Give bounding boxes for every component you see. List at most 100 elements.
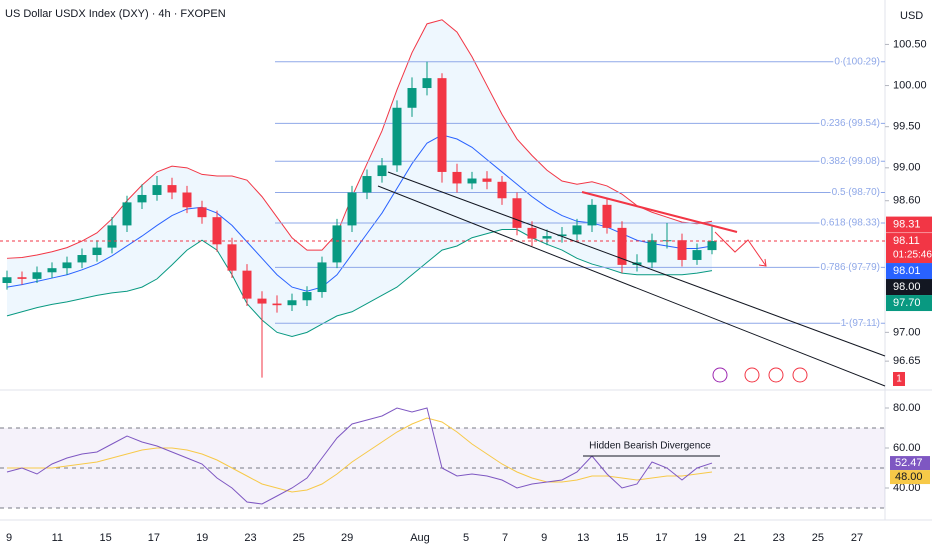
y-tick-label: 60.00 xyxy=(893,442,921,454)
candle-body xyxy=(602,204,612,228)
candle-body xyxy=(32,272,42,279)
candle-body xyxy=(152,185,162,195)
rsi-badge xyxy=(890,456,930,471)
candle-body xyxy=(452,171,462,184)
y-tick-label: 100.00 xyxy=(893,79,927,91)
event-icon[interactable] xyxy=(744,367,760,383)
candle-body xyxy=(137,194,147,203)
candle-body xyxy=(182,192,192,208)
event-icon[interactable] xyxy=(792,367,808,383)
x-tick-label: Aug xyxy=(410,532,430,544)
price-badge-label: 98.00 xyxy=(893,281,921,293)
fib-label: 0.382 (99.08) xyxy=(821,156,881,167)
fib-label: 0.236 (99.54) xyxy=(821,118,881,129)
candle-body xyxy=(242,270,252,299)
price-badge-label: 98.31 xyxy=(893,218,921,230)
x-tick-label: 23 xyxy=(773,532,785,544)
event-badge: 1 xyxy=(896,374,902,385)
plot: 100.50 100.00 99.50 99.00 98.60 97.00 96.65 0 (… xyxy=(0,19,932,544)
currency-label: USD xyxy=(900,10,923,22)
candle-body xyxy=(497,181,507,199)
candle-body xyxy=(572,225,582,235)
x-tick-label: 9 xyxy=(541,532,547,544)
candle-body xyxy=(677,240,687,260)
candle-body xyxy=(197,207,207,218)
rsi-badge-label: 52.47 xyxy=(895,457,923,469)
candle-body xyxy=(482,178,492,182)
annotation: Hidden Bearish Divergence xyxy=(589,441,711,452)
candle-body xyxy=(527,227,537,239)
event-badge-bg xyxy=(893,372,905,386)
y-tick-label: 99.00 xyxy=(893,162,921,174)
x-tick-label: 25 xyxy=(293,532,305,544)
price-badge-label: 98.01 xyxy=(893,265,921,277)
candle-body xyxy=(2,277,12,283)
candle-body xyxy=(377,165,387,177)
x-tick-label: 17 xyxy=(148,532,160,544)
x-tick-label: 19 xyxy=(196,532,208,544)
candle-body xyxy=(542,236,552,239)
y-tick-label: 40.00 xyxy=(893,482,921,494)
candle-body xyxy=(212,217,222,245)
x-tick-label: 15 xyxy=(99,532,111,544)
event-icons xyxy=(712,367,808,383)
candle-body xyxy=(302,292,312,301)
candle-body xyxy=(47,268,57,273)
x-tick-label: 11 xyxy=(52,532,63,544)
x-tick-label: 21 xyxy=(734,532,746,544)
candle-body xyxy=(332,225,342,263)
candle-body xyxy=(422,78,432,89)
price-badge xyxy=(886,295,932,312)
candle-body xyxy=(617,227,627,265)
y-tick-label: 99.50 xyxy=(893,121,921,133)
fib-label: 0 (100.29) xyxy=(834,56,880,67)
candle-body xyxy=(317,262,327,293)
candle-body xyxy=(287,300,297,306)
y-tick-label: 98.60 xyxy=(893,195,921,207)
x-tick-label: 17 xyxy=(655,532,667,544)
price-badge-label: 98.11 xyxy=(893,235,920,247)
candle-body xyxy=(467,178,477,184)
y-tick-label: 80.00 xyxy=(893,402,921,414)
candle-body xyxy=(122,202,132,226)
x-tick-label: 29 xyxy=(341,532,353,544)
x-tick-label: 7 xyxy=(502,532,508,544)
y-tick-label: 100.50 xyxy=(893,38,927,50)
band-lower xyxy=(6,229,713,337)
x-tick-label: 19 xyxy=(694,532,706,544)
y-tick-label: 97.00 xyxy=(893,326,921,338)
candle-body xyxy=(362,176,372,193)
fib-label: 1 (97.11) xyxy=(841,318,880,329)
x-tick-label: 5 xyxy=(463,532,469,544)
fib-label: 0.618 (98.33) xyxy=(821,218,881,229)
x-tick-label: 25 xyxy=(812,532,824,544)
band-fill xyxy=(7,19,712,337)
price-badge xyxy=(886,216,932,233)
y-tick-label: 96.65 xyxy=(893,355,921,367)
candle-body xyxy=(92,247,102,256)
chart-title: US Dollar USDX Index (DXY) · 4h · FXOPEN xyxy=(5,8,226,20)
candle-body xyxy=(587,204,597,226)
x-tick-label: 23 xyxy=(244,532,256,544)
price-badge xyxy=(886,279,932,296)
x-tick-label: 9 xyxy=(6,532,12,544)
candle-body xyxy=(62,262,72,269)
candle-body xyxy=(107,225,117,248)
price-badge-label: 97.70 xyxy=(893,297,921,309)
candle-body xyxy=(227,244,237,271)
channel-lower xyxy=(377,185,886,387)
candle-body xyxy=(392,107,402,166)
projection-path xyxy=(714,231,767,267)
event-icon[interactable] xyxy=(768,367,784,383)
candle-body xyxy=(707,241,717,251)
fib-label: 0.5 (98.70) xyxy=(832,187,880,198)
candle-body xyxy=(437,78,447,172)
candle-body xyxy=(407,88,417,108)
x-tick-label: 13 xyxy=(577,532,589,544)
candle-body xyxy=(77,255,87,263)
candle-body xyxy=(647,240,657,263)
event-icon[interactable] xyxy=(712,367,728,383)
trendline xyxy=(581,191,738,233)
rsi-ma xyxy=(7,417,713,493)
